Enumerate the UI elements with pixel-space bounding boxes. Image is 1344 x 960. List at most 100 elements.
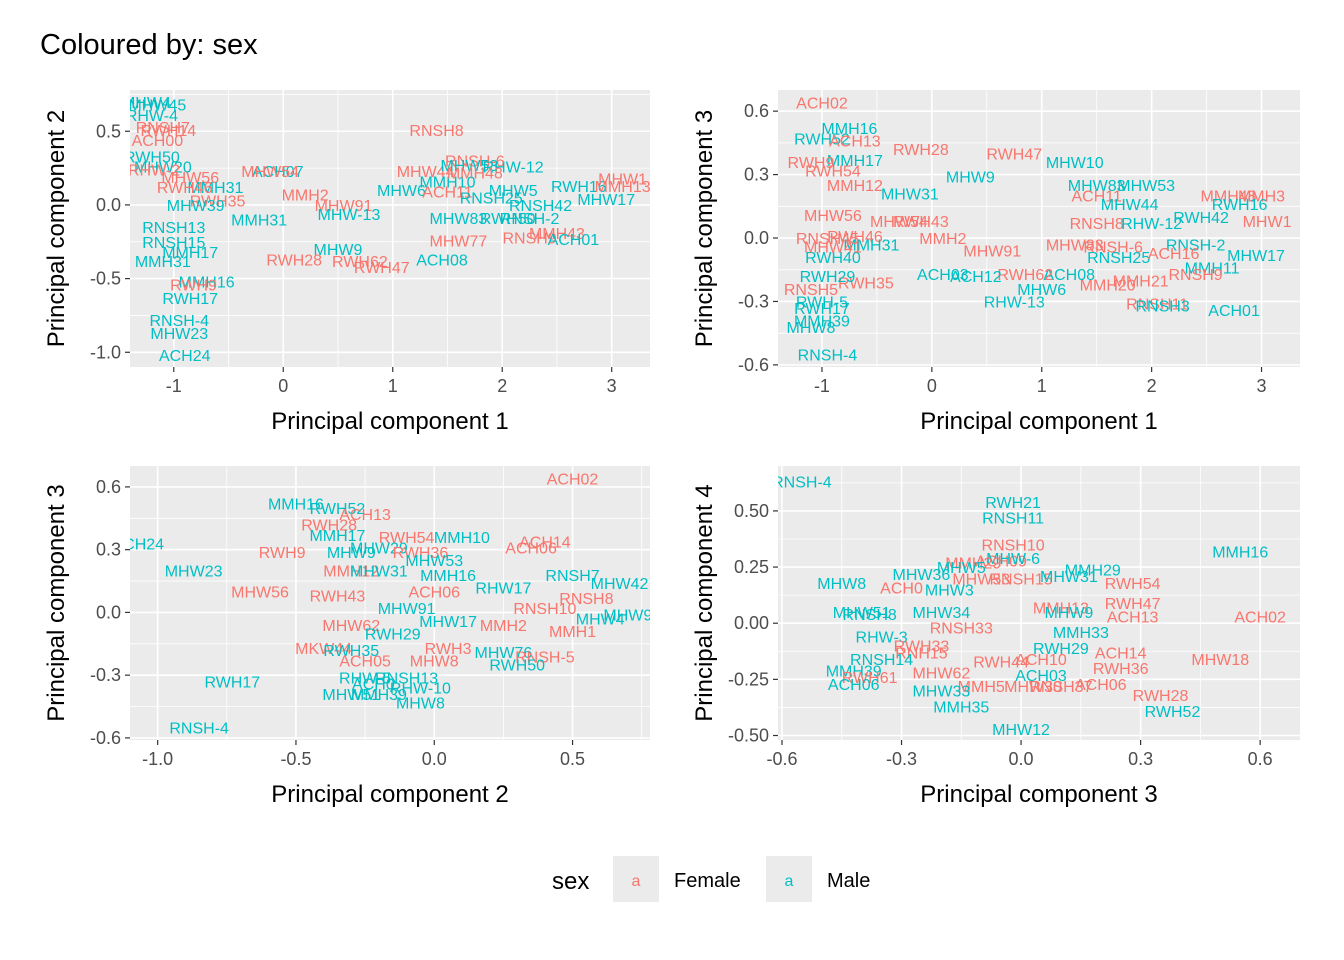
point-label-female: MHW83	[1046, 237, 1104, 254]
point-label-male: MMH33	[1053, 625, 1109, 642]
point-label-male: MHW51	[322, 687, 380, 704]
point-label-male: MMH11	[1185, 261, 1240, 278]
point-label-male: ACH03	[1015, 668, 1067, 685]
point-label-male: MHW44	[1101, 197, 1159, 214]
point-label-male: MMH10	[419, 174, 475, 191]
x-tick-label: -1.0	[142, 749, 173, 769]
point-label-male: MMH31	[231, 213, 287, 230]
x-axis-title: Principal component 3	[920, 781, 1157, 808]
point-label-female: MMH13	[1033, 600, 1089, 617]
y-tick-label: -0.6	[738, 355, 769, 375]
point-label-male: MHW8	[396, 695, 445, 712]
x-tick-label: 0	[278, 376, 288, 396]
point-label-female: ACH06	[408, 584, 460, 601]
point-label-male: RHW-5	[339, 670, 391, 687]
x-tick-label: -1	[814, 376, 830, 396]
point-label-female: MHW56	[161, 170, 219, 187]
point-label-female: RWH43	[893, 214, 949, 231]
point-label-female: MHW62	[912, 666, 970, 683]
y-tick-label: 0.3	[96, 540, 121, 560]
point-label-male: MHW9	[603, 608, 652, 625]
point-label-female: RWH28	[1133, 688, 1189, 705]
legend-title: sex	[552, 868, 589, 895]
point-label-female: RWH9	[259, 545, 306, 562]
panel-background	[130, 90, 650, 367]
point-label-male: MHW5	[489, 183, 538, 200]
legend-key-male-glyph: a	[785, 873, 794, 890]
point-label-male: RNSH-4	[798, 347, 858, 364]
point-label-female: RNSH-6	[445, 154, 505, 171]
y-axis-title: Principal component 2	[43, 110, 70, 347]
point-label-male: RNSH-4	[169, 720, 229, 737]
point-label-female: MHW8	[410, 654, 459, 671]
y-tick-label: 0.0	[744, 228, 769, 248]
point-label-female: RWH47	[354, 260, 410, 277]
point-label-female: MMH12	[827, 178, 883, 195]
point-label-male: MMH17	[162, 245, 218, 262]
point-label-male: MMH10	[434, 530, 490, 547]
point-label-female: ACH0	[880, 580, 923, 597]
point-label-male: MHW8	[787, 320, 836, 337]
point-label-male: MHW29	[350, 541, 408, 558]
point-label-male: MHW4	[122, 95, 171, 112]
point-label-female: MMH48	[1201, 189, 1257, 206]
point-label-male: MHW53	[405, 553, 463, 570]
point-label-male: MHW83	[1068, 178, 1126, 195]
point-label-male: RNSH42	[509, 198, 572, 215]
point-label-male: MHW53	[440, 158, 498, 175]
point-label-female: MMH2	[282, 188, 329, 205]
y-tick-label: 0.3	[744, 165, 769, 185]
y-tick-label: 0.00	[734, 613, 769, 633]
point-label-female: RNSH15	[989, 571, 1052, 588]
point-label-female: ACH13	[829, 134, 881, 151]
point-label-female: RWH54	[379, 530, 435, 547]
x-tick-label: 3	[607, 376, 617, 396]
x-tick-label: 0.0	[422, 749, 447, 769]
point-label-female: MHW41	[804, 239, 862, 256]
point-label-female: MHW44	[397, 164, 455, 181]
point-label-male: RNSH-4	[149, 313, 209, 330]
point-label-female: RWH9	[788, 155, 835, 172]
point-label-male: RHW-3	[856, 630, 908, 647]
point-label-male: MHW31	[350, 564, 408, 581]
point-label-female: RNSH33	[930, 621, 993, 638]
point-label-male: MMH16	[1212, 544, 1268, 561]
x-tick-label: 0	[927, 376, 937, 396]
legend-label-male: Male	[827, 870, 870, 892]
point-label-female: MHW1	[1243, 214, 1292, 231]
point-label-male: MMH35	[933, 699, 989, 716]
legend-key-female-glyph: a	[632, 873, 641, 890]
point-label-female: RNSH10	[513, 601, 576, 618]
x-tick-label: 0.6	[1248, 749, 1273, 769]
point-label-female: MMH3	[1238, 189, 1285, 206]
point-label-female: RWH54	[1105, 576, 1161, 593]
point-label-male: MMH29	[1065, 562, 1121, 579]
point-label-male: ACH03	[917, 267, 969, 284]
point-label-male: MHW45	[128, 98, 186, 115]
point-label-male: MHW23	[165, 564, 223, 581]
point-label-female: RWH61	[842, 670, 898, 687]
point-label-female: MMH13	[595, 179, 651, 196]
point-label-male: MHW42	[591, 576, 649, 593]
point-label-female: RNSH10	[982, 538, 1045, 555]
point-label-male: ACH24	[159, 348, 211, 365]
point-label-male: MHW5	[937, 560, 986, 577]
point-label-male: ACH01	[548, 232, 600, 249]
point-label-male: RWH50	[480, 211, 536, 228]
y-tick-label: 0.0	[96, 195, 121, 215]
point-label-female: RWH62	[997, 267, 1053, 284]
point-label-male: RNSH7	[545, 568, 599, 585]
point-label-male: RWH29	[1033, 641, 1089, 658]
point-label-male: MHW-6	[986, 551, 1040, 568]
point-label-female: MHW77	[430, 233, 488, 250]
legend-key-female	[613, 856, 659, 902]
point-label-male: RWH52	[794, 132, 850, 149]
point-label-male: RHW-13	[984, 294, 1045, 311]
point-label-female: MHW56	[231, 584, 289, 601]
x-tick-label: 0.3	[1128, 749, 1153, 769]
point-label-female: RNSH-5	[515, 649, 575, 666]
y-tick-label: 0.5	[96, 121, 121, 141]
y-tick-label: -0.50	[728, 726, 769, 746]
point-label-male: RNSH15	[142, 235, 205, 252]
point-label-female: MHW1	[598, 171, 647, 188]
